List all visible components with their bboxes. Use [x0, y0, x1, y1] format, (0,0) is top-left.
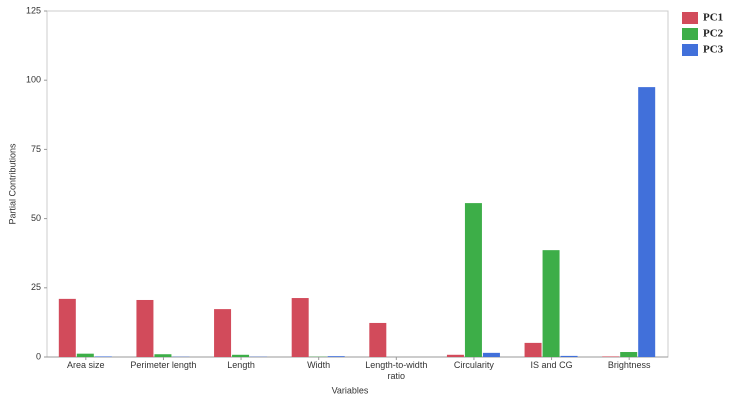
legend-label: PC3 — [703, 44, 724, 56]
x-tick-label: Perimeter length — [130, 360, 197, 370]
x-axis-label: Variables — [332, 385, 369, 395]
bar — [446, 354, 464, 357]
bar — [58, 298, 76, 357]
y-tick-label: 125 — [26, 5, 41, 15]
bar — [232, 354, 250, 357]
legend-swatch — [682, 44, 698, 56]
bar — [327, 356, 345, 357]
bar — [291, 298, 309, 357]
legend-swatch — [682, 12, 698, 24]
x-tick-label: Area size — [67, 360, 105, 370]
y-tick-label: 0 — [36, 351, 41, 361]
legend-label: PC2 — [703, 28, 724, 40]
bar — [620, 352, 638, 357]
x-tick-label: Length-to-width ratio — [365, 360, 428, 381]
x-tick-label: IS and CG — [530, 360, 573, 370]
y-tick-label: 25 — [31, 282, 41, 292]
bar — [464, 203, 482, 357]
x-tick-label: Circularity — [453, 360, 494, 370]
x-tick-label: Brightness — [607, 360, 651, 370]
x-tick-label: Width — [307, 360, 331, 370]
bar — [524, 342, 542, 357]
legend-swatch — [682, 28, 698, 40]
bar — [602, 356, 620, 357]
bar — [76, 353, 94, 357]
legend-label: PC1 — [703, 12, 723, 24]
bar — [154, 354, 172, 357]
bar — [214, 309, 232, 357]
y-tick-label: 50 — [31, 213, 41, 223]
bar — [94, 356, 112, 357]
bar — [542, 250, 560, 357]
bar — [638, 87, 656, 358]
bar — [482, 352, 500, 357]
bar — [560, 355, 578, 357]
bar — [369, 322, 387, 357]
y-tick-label: 75 — [31, 144, 41, 154]
y-tick-label: 100 — [26, 75, 41, 85]
y-axis-label: Partial Contributions — [7, 143, 17, 225]
bar — [136, 299, 154, 357]
x-tick-label: Length — [227, 360, 255, 370]
